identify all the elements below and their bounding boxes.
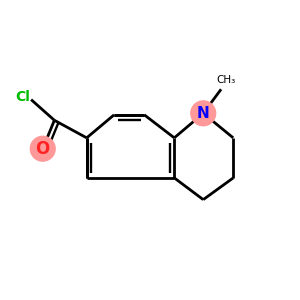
Circle shape — [30, 136, 55, 161]
Text: Cl: Cl — [15, 90, 30, 104]
Text: CH₃: CH₃ — [217, 75, 236, 85]
Circle shape — [191, 101, 216, 126]
Text: N: N — [197, 106, 210, 121]
Text: O: O — [36, 140, 50, 158]
